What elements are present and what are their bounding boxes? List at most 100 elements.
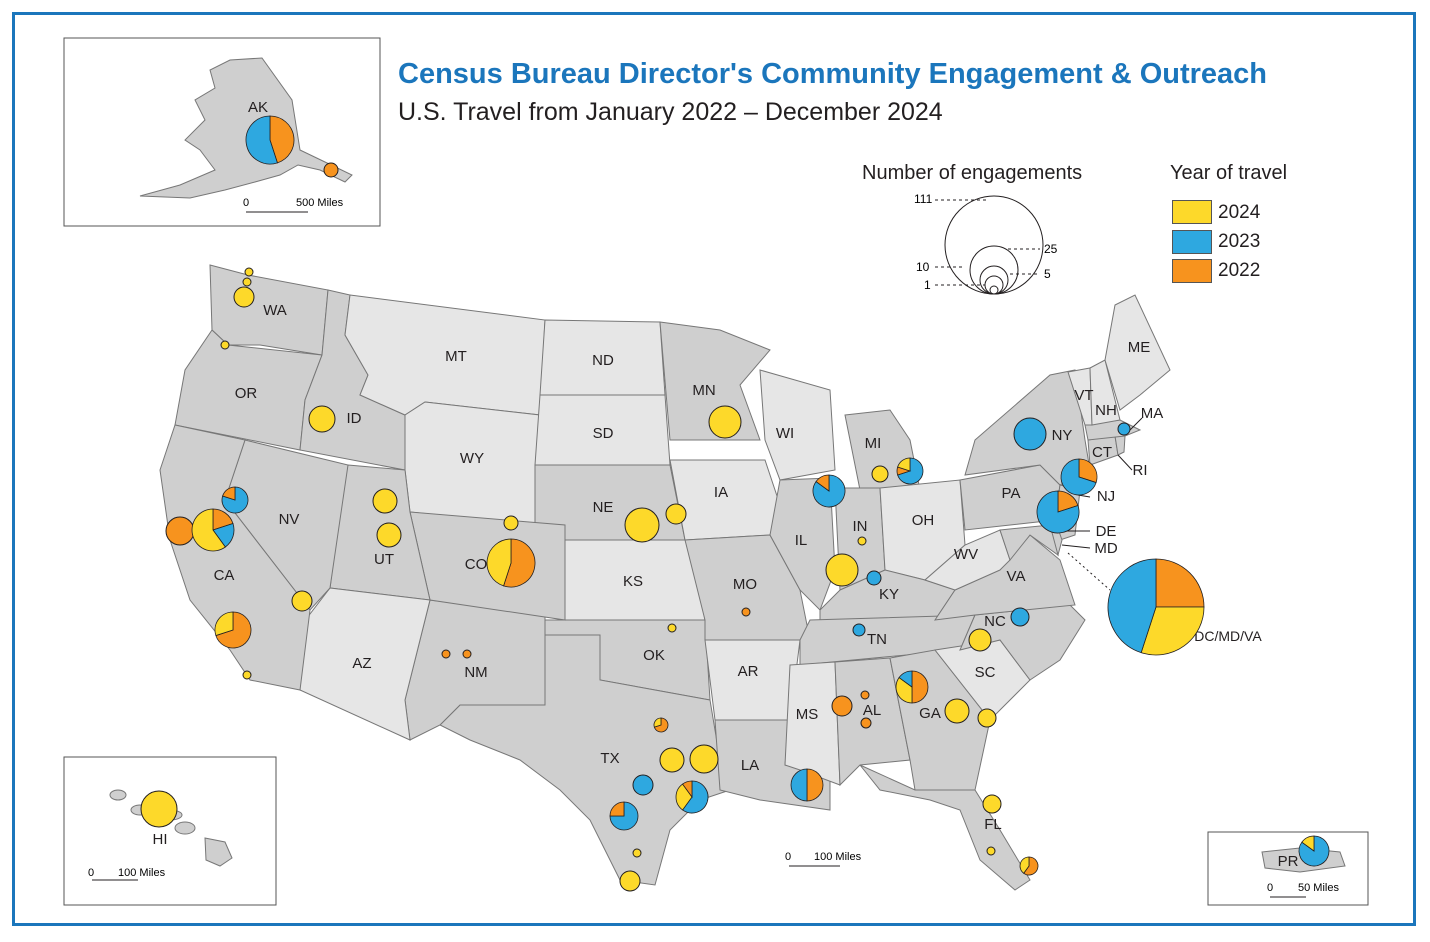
pie-slice bbox=[1301, 835, 1315, 852]
pie-slice bbox=[486, 538, 512, 587]
pie-tx-4 bbox=[632, 774, 654, 796]
pie-slice bbox=[242, 277, 252, 287]
pie-mo bbox=[741, 607, 751, 617]
size-legend-25: 25 bbox=[1044, 242, 1058, 256]
pie-slice bbox=[165, 516, 195, 546]
pie-fl-2 bbox=[986, 846, 996, 856]
pie-fl-3 bbox=[1019, 856, 1039, 876]
pie-slice bbox=[1060, 458, 1097, 496]
label-or: OR bbox=[235, 385, 258, 402]
pie-slice bbox=[831, 695, 853, 717]
pie-ne bbox=[624, 507, 660, 543]
state-shape-ak bbox=[139, 57, 353, 199]
label-mi: MI bbox=[865, 435, 882, 452]
pie-slice bbox=[609, 801, 625, 817]
main-scale-dist: 100 Miles bbox=[814, 851, 862, 863]
state-shape-me bbox=[1104, 294, 1171, 411]
pie-slice bbox=[214, 611, 234, 637]
pie-tx-8 bbox=[619, 870, 641, 892]
pie-slice bbox=[667, 623, 677, 633]
pie-slice bbox=[376, 522, 402, 548]
pie-al-1 bbox=[860, 690, 870, 700]
hawaii-inset bbox=[63, 756, 277, 906]
pie-slice bbox=[790, 768, 808, 802]
pie-slice bbox=[815, 474, 830, 492]
label-nj: NJ bbox=[1097, 488, 1115, 505]
pie-slice bbox=[1036, 490, 1080, 534]
swatch-2023 bbox=[1172, 230, 1212, 254]
pie-al-2 bbox=[831, 695, 853, 717]
label-az: AZ bbox=[352, 655, 371, 672]
pie-tx-1 bbox=[653, 717, 669, 733]
label-wy: WY bbox=[460, 450, 484, 467]
pie-slice bbox=[1019, 856, 1030, 874]
pie-slice bbox=[215, 611, 252, 649]
pie-dc-md-va bbox=[1107, 558, 1205, 656]
pie-tn bbox=[852, 623, 866, 637]
pr-scale-dist: 50 Miles bbox=[1298, 882, 1339, 894]
label-wv: WV bbox=[954, 546, 978, 563]
label-ks: KS bbox=[623, 573, 643, 590]
map-subtitle: U.S. Travel from January 2022 – December… bbox=[398, 98, 943, 126]
pr-scale-zero: 0 bbox=[1267, 882, 1274, 894]
pie-slice bbox=[852, 623, 866, 637]
pie-slice bbox=[806, 768, 824, 802]
label-nd: ND bbox=[592, 352, 614, 369]
year-legend-title: Year of travel bbox=[1170, 162, 1288, 184]
state-shape-ca bbox=[159, 424, 311, 691]
pie-slice bbox=[653, 717, 662, 728]
label-il: IL bbox=[795, 532, 808, 549]
pie-slice bbox=[675, 783, 693, 811]
pie-slice bbox=[898, 670, 913, 688]
pie-al-3 bbox=[860, 717, 872, 729]
pie-nc-2 bbox=[968, 628, 992, 652]
pie-slice bbox=[244, 267, 254, 277]
pie-nm-1 bbox=[441, 649, 451, 659]
swatch-2024 bbox=[1172, 200, 1212, 224]
pie-il-2 bbox=[825, 553, 859, 587]
label-ak: AK bbox=[248, 99, 268, 116]
label-al: AL bbox=[863, 702, 881, 719]
pie-slice bbox=[1013, 417, 1047, 451]
pie-slice bbox=[308, 405, 336, 433]
label-sc: SC bbox=[975, 664, 996, 681]
scale-bars bbox=[92, 211, 1306, 898]
pie-wa-1 bbox=[244, 267, 254, 277]
pie-ky bbox=[866, 570, 882, 586]
label-ar: AR bbox=[738, 663, 759, 680]
label-wi: WI bbox=[776, 425, 794, 442]
label-ne: NE bbox=[593, 499, 614, 516]
pie-slice bbox=[619, 870, 641, 892]
pie-nv bbox=[221, 486, 249, 514]
pie-slice bbox=[871, 465, 889, 483]
ak-scale-zero: 0 bbox=[243, 197, 250, 209]
pie-tx-7 bbox=[632, 848, 642, 858]
pie-slice bbox=[1078, 458, 1098, 484]
size-legend-title: Number of engagements bbox=[862, 162, 1083, 184]
pie-ct bbox=[1060, 458, 1098, 496]
main-scale-zero: 0 bbox=[785, 851, 792, 863]
pie-slice bbox=[1140, 606, 1205, 656]
pie-slice bbox=[897, 457, 911, 472]
pie-mi-2 bbox=[896, 457, 924, 485]
pie-slice bbox=[191, 508, 226, 552]
pie-slice bbox=[462, 649, 472, 659]
pie-slice bbox=[140, 790, 178, 828]
pie-slice bbox=[857, 536, 867, 546]
pie-slice bbox=[1117, 422, 1131, 436]
size-legend-1: 1 bbox=[924, 278, 931, 292]
pie-slice bbox=[242, 670, 252, 680]
pie-slice bbox=[860, 717, 872, 729]
label-la: LA bbox=[741, 757, 759, 774]
pie-slice bbox=[968, 628, 992, 652]
pie-ut-2 bbox=[376, 522, 402, 548]
pie-slice bbox=[682, 780, 693, 799]
pie-ca-1 bbox=[165, 516, 195, 546]
pie-slice bbox=[291, 590, 313, 612]
label-de: DE bbox=[1096, 523, 1117, 540]
pie-ok bbox=[667, 623, 677, 633]
label-ct: CT bbox=[1092, 444, 1112, 461]
label-ny: NY bbox=[1052, 427, 1073, 444]
label-sd: SD bbox=[593, 425, 614, 442]
state-labels: WA OR ID MT ND MN WI MI NY VT NH ME MA C… bbox=[153, 99, 1299, 870]
